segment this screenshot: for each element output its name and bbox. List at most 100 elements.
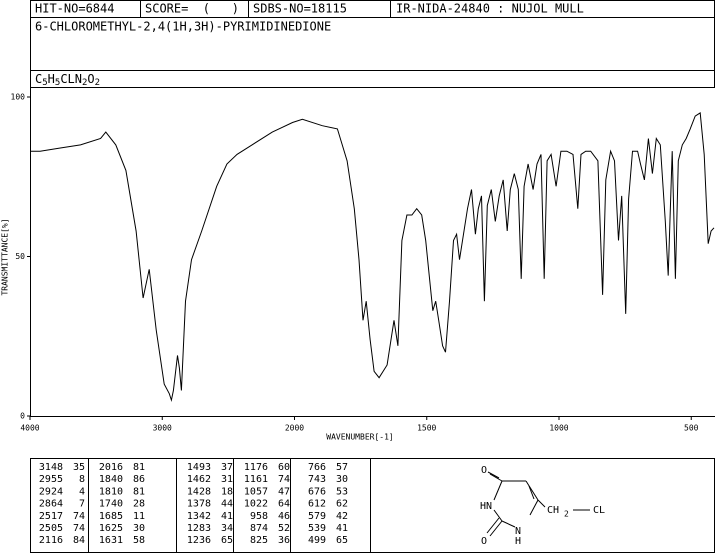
bond [489, 520, 503, 537]
peak-transmittance: 18 [221, 486, 233, 497]
peak-wavenumber: 1685 [99, 511, 123, 522]
peak-transmittance: 30 [133, 523, 145, 534]
peak-transmittance: 65 [221, 535, 233, 546]
hit-no: HIT-NO=6844 [35, 2, 114, 16]
peak-wavenumber: 612 [308, 499, 326, 510]
peak-wavenumber: 2016 [99, 462, 123, 473]
peak-wavenumber: 676 [308, 486, 326, 497]
atom-label: CH [547, 505, 559, 516]
peak-wavenumber: 1176 [244, 462, 268, 473]
peak-wavenumber: 1378 [187, 499, 211, 510]
peak-wavenumber: 958 [250, 511, 268, 522]
y-tick-label: 0 [20, 412, 25, 421]
bond [487, 471, 500, 479]
formula: C5H5CLN2O2 [35, 72, 100, 88]
y-tick-label: 100 [11, 93, 26, 102]
peak-transmittance: 86 [133, 474, 145, 485]
peak-wavenumber: 1022 [244, 499, 268, 510]
x-tick-label: 2000 [285, 424, 304, 433]
peak-transmittance: 65 [336, 535, 348, 546]
peak-transmittance: 8 [79, 474, 85, 485]
formula-subscript: 5 [42, 78, 47, 88]
peak-wavenumber: 1740 [99, 499, 123, 510]
structure [486, 471, 590, 537]
peak-transmittance: 31 [221, 474, 233, 485]
peak-wavenumber: 743 [308, 474, 326, 485]
bond [501, 520, 516, 528]
peak-transmittance: 4 [79, 486, 85, 497]
bond [489, 473, 503, 482]
peak-transmittance: 37 [221, 462, 233, 473]
peak-transmittance: 44 [221, 499, 233, 510]
x-tick-label: 500 [684, 424, 699, 433]
sdbs-no: SDBS-NO=18115 [253, 2, 347, 16]
peak-wavenumber: 1057 [244, 486, 268, 497]
peak-wavenumber: 1342 [187, 511, 211, 522]
x-axis-label: WAVENUMBER[-1] [326, 433, 393, 442]
peak-wavenumber: 2864 [39, 499, 63, 510]
peak-wavenumber: 1810 [99, 486, 123, 497]
peak-wavenumber: 874 [250, 523, 268, 534]
peak-transmittance: 52 [278, 523, 290, 534]
peak-transmittance: 28 [133, 499, 145, 510]
x-tick-label: 1000 [549, 424, 568, 433]
peak-wavenumber: 2116 [39, 535, 63, 546]
peak-wavenumber: 1625 [99, 523, 123, 534]
peak-wavenumber: 2955 [39, 474, 63, 485]
bond [529, 499, 539, 516]
peak-transmittance: 60 [278, 462, 290, 473]
peak-transmittance: 62 [336, 499, 348, 510]
peak-wavenumber: 1462 [187, 474, 211, 485]
peak-wavenumber: 766 [308, 462, 326, 473]
peak-transmittance: 42 [336, 511, 348, 522]
peak-transmittance: 74 [73, 523, 85, 534]
formula-subscript: 2 [95, 78, 100, 88]
peak-wavenumber: 499 [308, 535, 326, 546]
bond [493, 480, 503, 501]
peak-transmittance: 46 [278, 511, 290, 522]
peak-wavenumber: 825 [250, 535, 268, 546]
bond [486, 517, 500, 534]
y-tick-label: 50 [15, 252, 25, 261]
peak-transmittance: 35 [73, 462, 85, 473]
header-box [30, 0, 715, 88]
bond [537, 499, 546, 508]
peak-transmittance: 47 [278, 486, 290, 497]
peak-transmittance: 53 [336, 486, 348, 497]
peak-transmittance: 36 [278, 535, 290, 546]
atom-label: H [515, 536, 521, 547]
compound-name: 6-CHLOROMETHYL-2,4(1H,3H)-PYRIMIDINEDION… [35, 20, 331, 34]
y-axis-label: TRANSMITTANCE[%] [1, 218, 10, 295]
bond [528, 485, 535, 500]
atom-label: CL [593, 505, 605, 516]
peak-wavenumber: 2924 [39, 486, 63, 497]
atom-label: HN [480, 501, 492, 512]
formula-part: H [48, 72, 55, 86]
bond [493, 509, 503, 522]
atom-label: N [515, 526, 521, 537]
peak-wavenumber: 1283 [187, 523, 211, 534]
formula-subscript: 2 [82, 78, 87, 88]
peak-transmittance: 81 [133, 486, 145, 497]
peak-transmittance: 7 [79, 499, 85, 510]
peak-wavenumber: 1631 [99, 535, 123, 546]
x-tick-label: 4000 [20, 424, 39, 433]
peak-wavenumber: 1236 [187, 535, 211, 546]
peak-wavenumber: 1161 [244, 474, 268, 485]
peak-transmittance: 84 [73, 535, 85, 546]
atom-label: O [481, 536, 487, 547]
peak-transmittance: 58 [133, 535, 145, 546]
peak-transmittance: 34 [221, 523, 233, 534]
peak-transmittance: 64 [278, 499, 290, 510]
peak-wavenumber: 539 [308, 523, 326, 534]
formula-part: C [35, 72, 42, 86]
peak-wavenumber: 1428 [187, 486, 211, 497]
method: IR-NIDA-24840 : NUJOL MULL [396, 2, 584, 16]
peak-transmittance: 74 [278, 474, 290, 485]
peak-transmittance: 74 [73, 511, 85, 522]
peak-wavenumber: 1493 [187, 462, 211, 473]
bond [525, 480, 539, 501]
peak-wavenumber: 2505 [39, 523, 63, 534]
peak-transmittance: 57 [336, 462, 348, 473]
peak-transmittance: 30 [336, 474, 348, 485]
